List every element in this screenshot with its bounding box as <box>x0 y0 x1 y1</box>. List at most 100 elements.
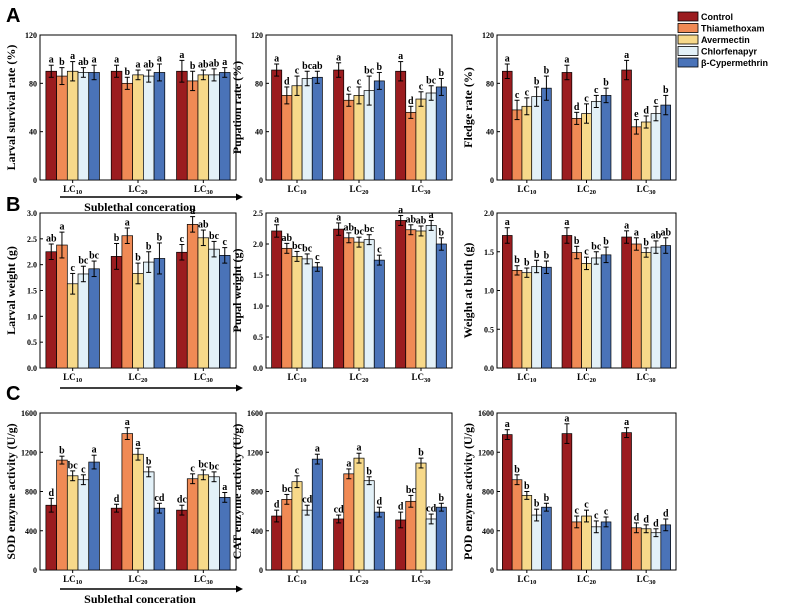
significance-letter: b <box>534 76 540 87</box>
x-category-label: LC10 <box>517 372 536 384</box>
bar <box>353 95 365 181</box>
y-tick-label: 80 <box>255 79 263 88</box>
category-subscript: 10 <box>300 189 307 196</box>
significance-letter: b <box>603 237 609 248</box>
category-subscript: 30 <box>649 579 656 586</box>
bar <box>88 268 100 369</box>
y-tick-label: 1.5 <box>484 248 494 257</box>
bar <box>121 82 133 181</box>
x-category-label: LC10 <box>517 184 536 196</box>
category-subscript: 20 <box>362 377 369 384</box>
bar <box>56 459 68 571</box>
legend-swatch <box>677 23 699 33</box>
x-category-label: LC20 <box>577 574 596 586</box>
significance-letter: c <box>574 506 579 517</box>
bar <box>425 518 437 571</box>
bar <box>45 70 57 181</box>
y-tick-label: 400 <box>482 527 494 536</box>
significance-letter: a <box>274 54 279 65</box>
bar <box>208 248 220 369</box>
bar <box>311 76 323 181</box>
y-axis-label: Pupation rate (%) <box>230 61 244 154</box>
y-tick-label: 1.5 <box>253 271 263 280</box>
significance-letter: b <box>418 448 424 459</box>
significance-letter: c <box>515 90 520 101</box>
bar <box>110 507 123 571</box>
bar <box>311 458 323 571</box>
category-subscript: 30 <box>424 579 431 586</box>
bar <box>271 230 283 369</box>
bar <box>521 105 533 181</box>
y-tick-label: 400 <box>251 527 263 536</box>
bar <box>502 434 513 571</box>
bar <box>45 504 57 571</box>
significance-letter: c <box>357 76 362 87</box>
category-prefix: LC <box>194 574 207 584</box>
significance-letter: c <box>81 464 86 475</box>
category-subscript: 20 <box>362 579 369 586</box>
significance-letter: a <box>92 445 97 456</box>
bar <box>660 245 671 369</box>
significance-letter: b <box>59 57 65 68</box>
bar <box>405 111 417 181</box>
significance-letter: d <box>377 497 383 508</box>
sublethal-arrow-c: Sublethal conceration <box>60 585 243 606</box>
y-tick-label: 0.0 <box>27 364 37 373</box>
significance-letter: a <box>336 212 341 223</box>
category-subscript: 30 <box>424 189 431 196</box>
bar <box>373 259 385 369</box>
significance-letter: d <box>408 96 414 107</box>
bar <box>143 75 155 181</box>
significance-letter: b <box>439 227 445 238</box>
bar <box>56 244 68 369</box>
significance-letter: c <box>654 96 659 107</box>
bar <box>186 224 199 369</box>
bar <box>197 237 210 369</box>
bar <box>153 258 166 369</box>
bar <box>153 72 166 181</box>
significance-letter: dc <box>177 495 188 506</box>
category-subscript: 30 <box>649 189 656 196</box>
significance-letter: a <box>49 55 54 66</box>
bar <box>110 70 123 181</box>
significance-letter: c <box>594 85 599 96</box>
category-subscript: 20 <box>590 377 597 384</box>
significance-letter: b <box>534 250 540 261</box>
significance-letter: ab <box>46 234 57 245</box>
bar <box>395 70 407 181</box>
x-category-label: LC20 <box>577 372 596 384</box>
x-category-label: LC30 <box>411 372 430 384</box>
category-prefix: LC <box>517 184 530 194</box>
significance-letter: ab <box>406 214 417 225</box>
significance-letter: a <box>624 417 629 428</box>
y-tick-label: 0 <box>490 566 494 575</box>
bar <box>631 243 642 369</box>
y-tick-label: 2.0 <box>27 261 37 270</box>
x-category-label: LC20 <box>349 372 368 384</box>
significance-letter: cd <box>302 495 312 506</box>
bar <box>631 126 642 181</box>
bar <box>110 256 123 369</box>
y-tick-label: 1200 <box>478 448 494 457</box>
category-prefix: LC <box>63 184 76 194</box>
bar <box>343 99 355 181</box>
bar <box>640 252 652 369</box>
x-category-label: LC30 <box>194 184 213 196</box>
y-tick-label: 1.0 <box>27 312 37 321</box>
y-tick-label: 1200 <box>21 448 37 457</box>
significance-letter: d <box>398 502 404 513</box>
y-tick-label: 1.0 <box>484 287 494 296</box>
bar <box>271 515 283 571</box>
category-subscript: 30 <box>649 377 656 384</box>
significance-letter: bc <box>89 251 100 262</box>
y-tick-label: 40 <box>29 128 37 137</box>
x-category-label: LC30 <box>637 372 656 384</box>
bar <box>311 266 323 369</box>
bar <box>425 92 437 181</box>
category-prefix: LC <box>577 184 590 194</box>
bar <box>77 479 90 571</box>
